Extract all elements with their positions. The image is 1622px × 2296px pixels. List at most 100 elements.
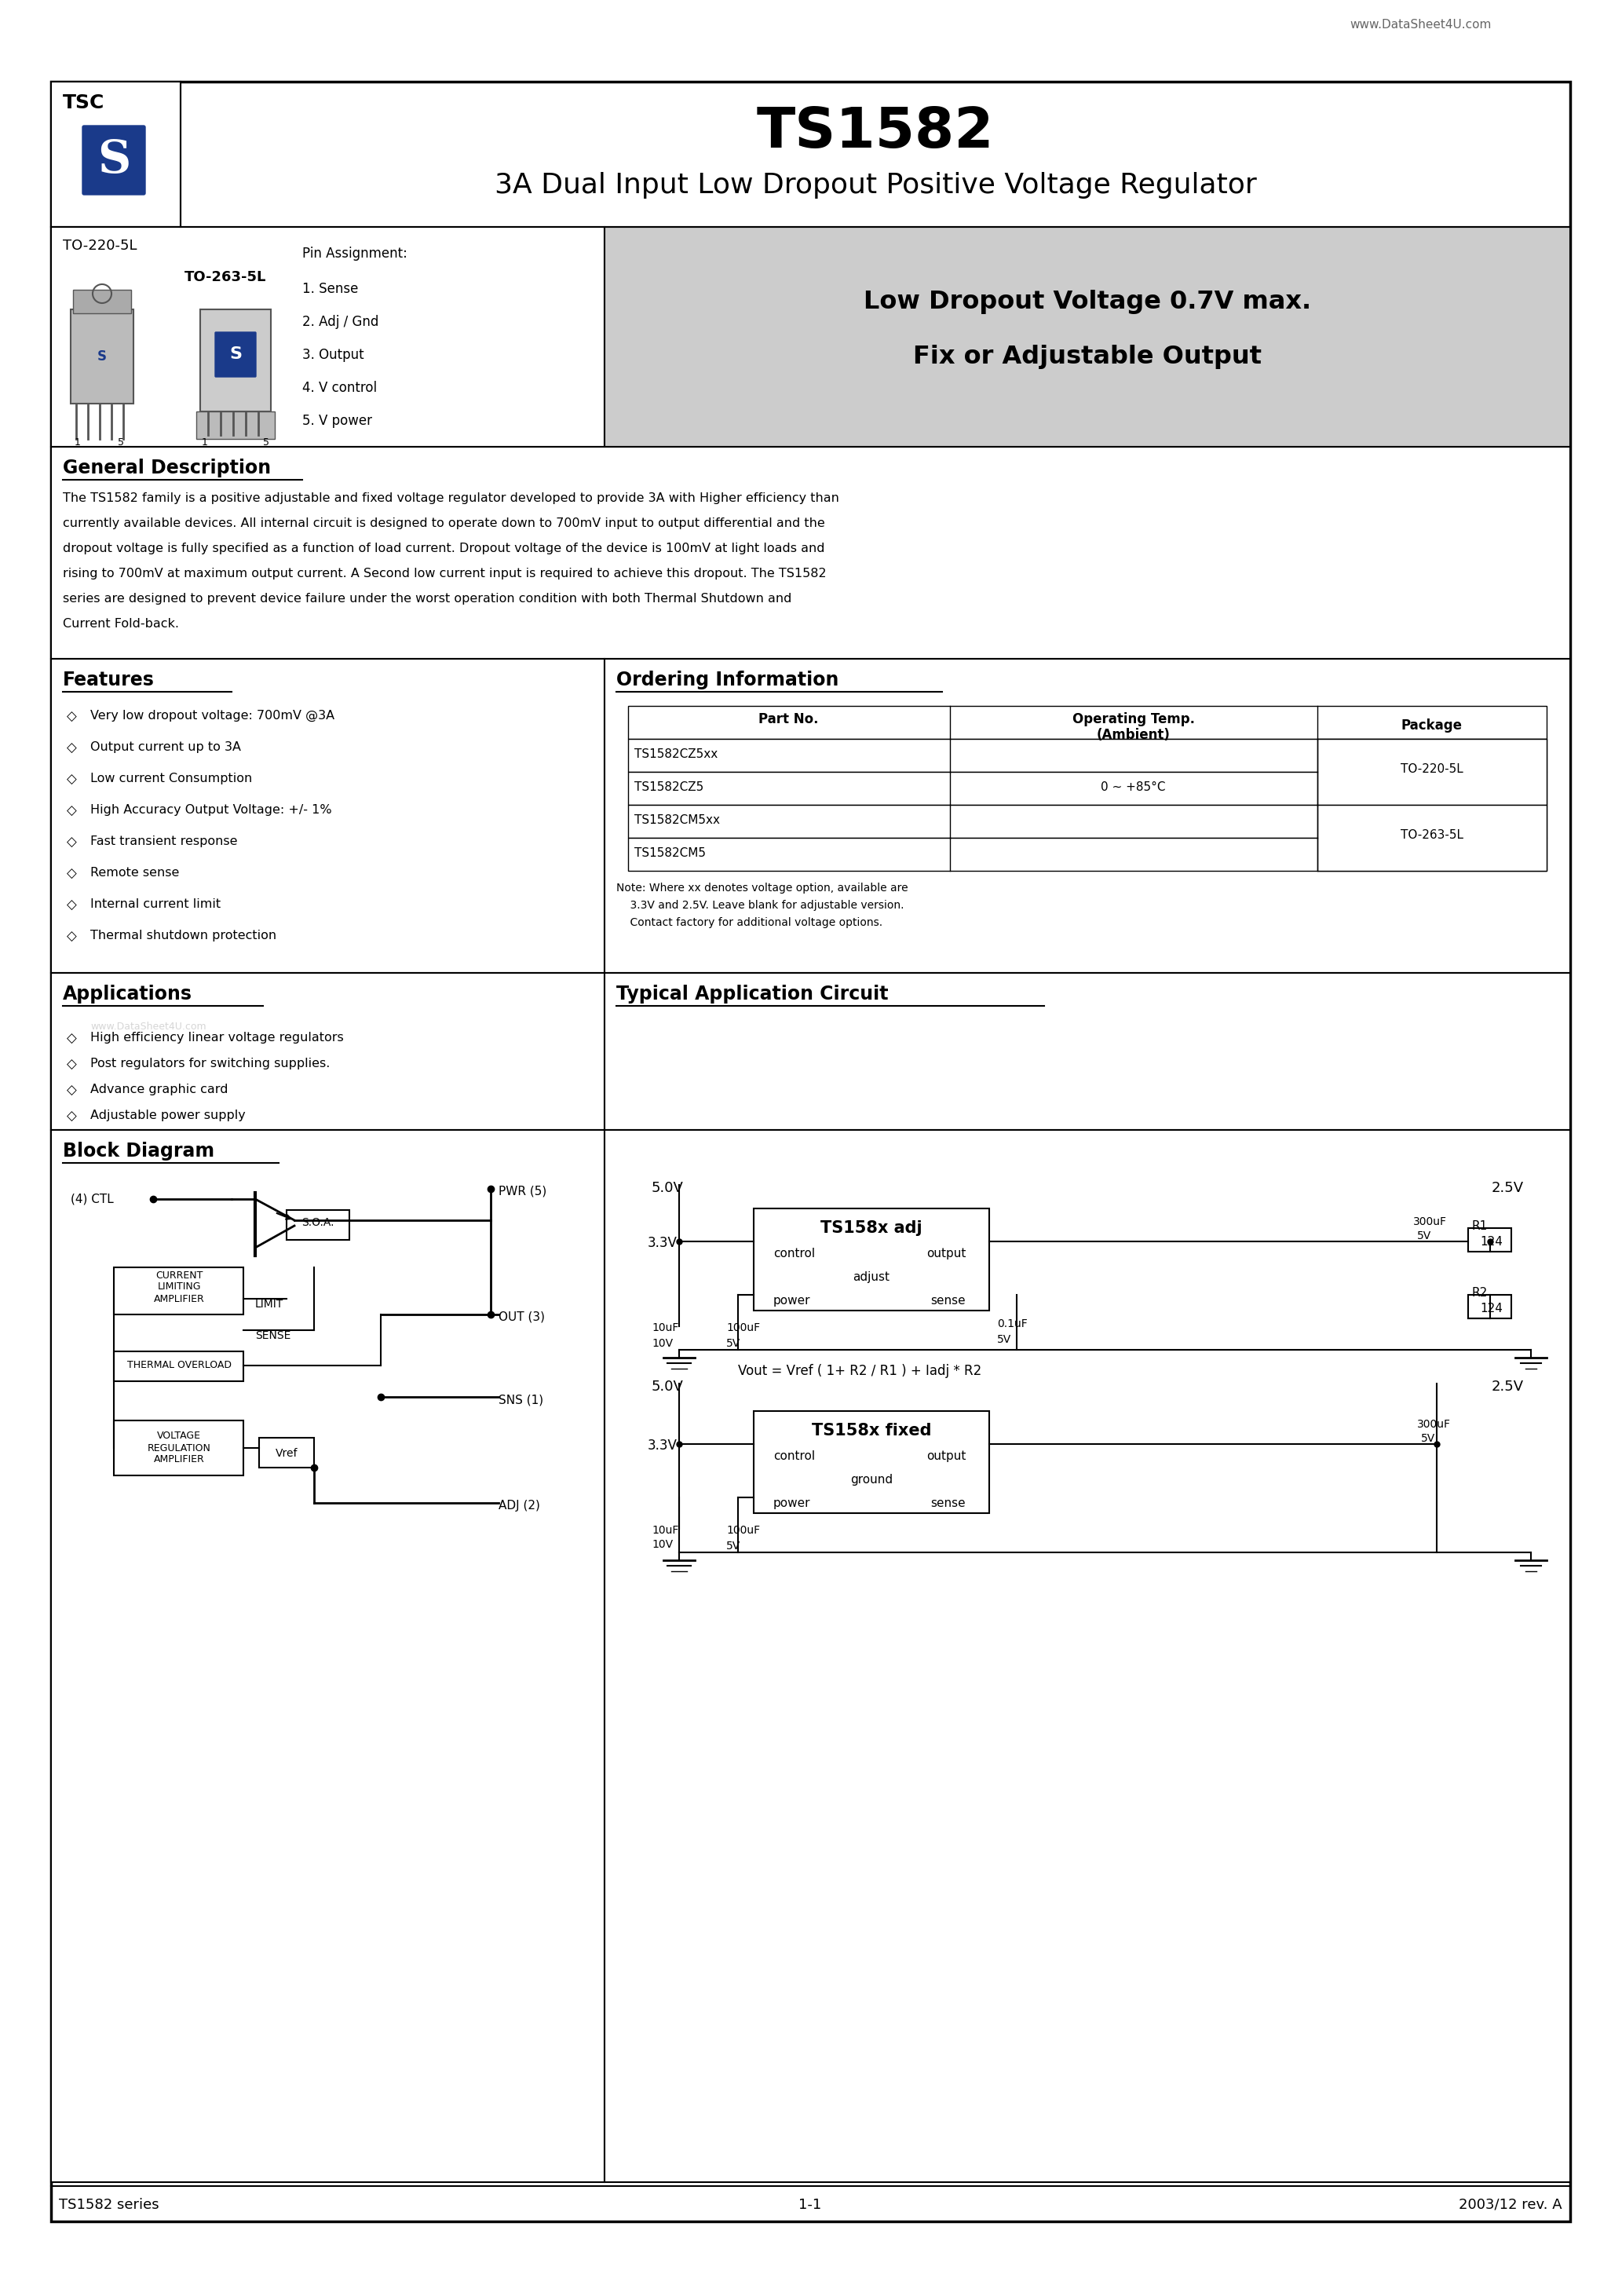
Text: Features: Features	[63, 670, 154, 689]
Text: currently available devices. All internal circuit is designed to operate down to: currently available devices. All interna…	[63, 517, 826, 530]
Text: 10uF: 10uF	[652, 1322, 678, 1334]
Text: 3A Dual Input Low Dropout Positive Voltage Regulator: 3A Dual Input Low Dropout Positive Volta…	[495, 172, 1257, 200]
Text: S: S	[97, 138, 130, 181]
Bar	[50, 448, 1570, 659]
Text: ◇: ◇	[67, 709, 76, 723]
Text: ◇: ◇	[67, 930, 76, 944]
FancyBboxPatch shape	[83, 126, 146, 195]
Text: 10V: 10V	[652, 1339, 673, 1350]
Text: THERMAL OVERLOAD: THERMAL OVERLOAD	[127, 1362, 232, 1371]
Text: TS158x fixed: TS158x fixed	[811, 1424, 931, 1440]
Bar	[628, 838, 1547, 870]
Text: Vref: Vref	[276, 1449, 298, 1458]
Text: TSC: TSC	[63, 94, 105, 113]
Text: 1: 1	[201, 436, 208, 448]
Text: ◇: ◇	[67, 868, 76, 882]
Bar	[50, 659, 605, 974]
Text: General Description: General Description	[63, 459, 271, 478]
Bar	[754, 1208, 989, 1311]
Bar	[114, 1421, 243, 1476]
Text: Vout = Vref ( 1+ R2 / R1 ) + Iadj * R2: Vout = Vref ( 1+ R2 / R1 ) + Iadj * R2	[738, 1364, 981, 1378]
Text: TS1582CM5: TS1582CM5	[634, 847, 706, 859]
Bar	[605, 974, 1570, 1130]
Text: TS1582CM5xx: TS1582CM5xx	[634, 815, 720, 827]
Text: 5V: 5V	[1418, 1231, 1432, 1242]
Bar	[114, 1352, 243, 1382]
Text: Very low dropout voltage: 700mV @3A: Very low dropout voltage: 700mV @3A	[91, 709, 334, 721]
Text: ◇: ◇	[67, 1058, 76, 1072]
Text: 2. Adj / Gnd: 2. Adj / Gnd	[302, 315, 378, 328]
Text: ◇: ◇	[67, 1031, 76, 1047]
Text: 5V: 5V	[1421, 1433, 1435, 1444]
Text: power: power	[774, 1295, 811, 1306]
Text: 300uF: 300uF	[1418, 1419, 1450, 1430]
Bar	[628, 806, 1547, 838]
Text: S: S	[97, 349, 107, 363]
Text: The TS1582 family is a positive adjustable and fixed voltage regulator developed: The TS1582 family is a positive adjustab…	[63, 491, 839, 505]
Text: 300uF: 300uF	[1413, 1217, 1447, 1228]
Text: ◇: ◇	[67, 898, 76, 912]
Bar	[605, 1130, 1570, 2181]
Text: sense: sense	[931, 1295, 965, 1306]
Text: TO-220-5L: TO-220-5L	[1400, 762, 1463, 774]
Bar	[1317, 806, 1547, 870]
Text: output: output	[926, 1451, 967, 1463]
Bar	[287, 1210, 349, 1240]
Text: ADJ (2): ADJ (2)	[498, 1499, 540, 1511]
Bar	[1468, 1295, 1512, 1318]
Bar	[200, 310, 271, 411]
Text: adjust: adjust	[853, 1272, 890, 1283]
Text: 2003/12 rev. A: 2003/12 rev. A	[1460, 2197, 1562, 2211]
Bar	[1468, 1228, 1512, 1251]
Text: control: control	[774, 1247, 814, 1261]
Text: Advance graphic card: Advance graphic card	[91, 1084, 229, 1095]
Text: SENSE: SENSE	[255, 1329, 290, 1341]
Text: www.DataSheet4U.com: www.DataSheet4U.com	[1350, 18, 1492, 30]
Text: High efficiency linear voltage regulators: High efficiency linear voltage regulator…	[91, 1031, 344, 1045]
Text: 1: 1	[75, 436, 81, 448]
Text: ground: ground	[850, 1474, 892, 1486]
Text: S.O.A.: S.O.A.	[302, 1217, 334, 1228]
Bar	[196, 411, 274, 439]
Text: Contact factory for additional voltage options.: Contact factory for additional voltage o…	[616, 916, 882, 928]
Text: VOLTAGE
REGULATION
AMPLIFIER: VOLTAGE REGULATION AMPLIFIER	[148, 1430, 211, 1465]
Text: CURRENT
LIMITING
AMPLIFIER: CURRENT LIMITING AMPLIFIER	[154, 1270, 204, 1304]
Text: 2.5V: 2.5V	[1492, 1180, 1525, 1196]
Bar	[50, 83, 180, 227]
Text: TS1582 series: TS1582 series	[58, 2197, 159, 2211]
Text: Internal current limit: Internal current limit	[91, 898, 221, 909]
Text: TS1582: TS1582	[756, 106, 994, 158]
Bar	[50, 1130, 605, 2181]
Text: rising to 700mV at maximum output current. A Second low current input is require: rising to 700mV at maximum output curren…	[63, 567, 826, 579]
Text: ◇: ◇	[67, 1109, 76, 1123]
Text: 5V: 5V	[727, 1541, 741, 1552]
Text: TS158x adj: TS158x adj	[821, 1219, 923, 1235]
Text: S: S	[229, 347, 242, 363]
Text: High Accuracy Output Voltage: +/- 1%: High Accuracy Output Voltage: +/- 1%	[91, 804, 333, 815]
Text: www.DataSheet4U.com: www.DataSheet4U.com	[91, 1022, 206, 1031]
Text: control: control	[774, 1451, 814, 1463]
Text: Output current up to 3A: Output current up to 3A	[91, 742, 242, 753]
FancyBboxPatch shape	[216, 333, 256, 377]
Text: R1: R1	[1473, 1219, 1487, 1233]
Text: 5: 5	[263, 436, 269, 448]
Text: (4) CTL: (4) CTL	[71, 1192, 114, 1205]
Bar	[114, 1267, 243, 1316]
Text: OUT (3): OUT (3)	[498, 1311, 545, 1322]
Text: 100uF: 100uF	[727, 1322, 761, 1334]
Text: Part No.: Part No.	[759, 712, 819, 726]
Text: Current Fold-back.: Current Fold-back.	[63, 618, 178, 629]
Text: 1. Sense: 1. Sense	[302, 282, 358, 296]
Text: R2: R2	[1473, 1288, 1487, 1300]
Text: 2.5V: 2.5V	[1492, 1380, 1525, 1394]
Text: Block Diagram: Block Diagram	[63, 1141, 214, 1159]
Text: 1-1: 1-1	[798, 2197, 822, 2211]
Text: 3.3V: 3.3V	[647, 1440, 678, 1453]
Text: Low current Consumption: Low current Consumption	[91, 774, 251, 785]
Bar	[73, 289, 131, 312]
Text: 5. V power: 5. V power	[302, 413, 371, 427]
Text: TS1582CZ5xx: TS1582CZ5xx	[634, 748, 719, 760]
Bar	[71, 310, 133, 404]
Bar	[50, 227, 605, 448]
Text: ◇: ◇	[67, 836, 76, 850]
